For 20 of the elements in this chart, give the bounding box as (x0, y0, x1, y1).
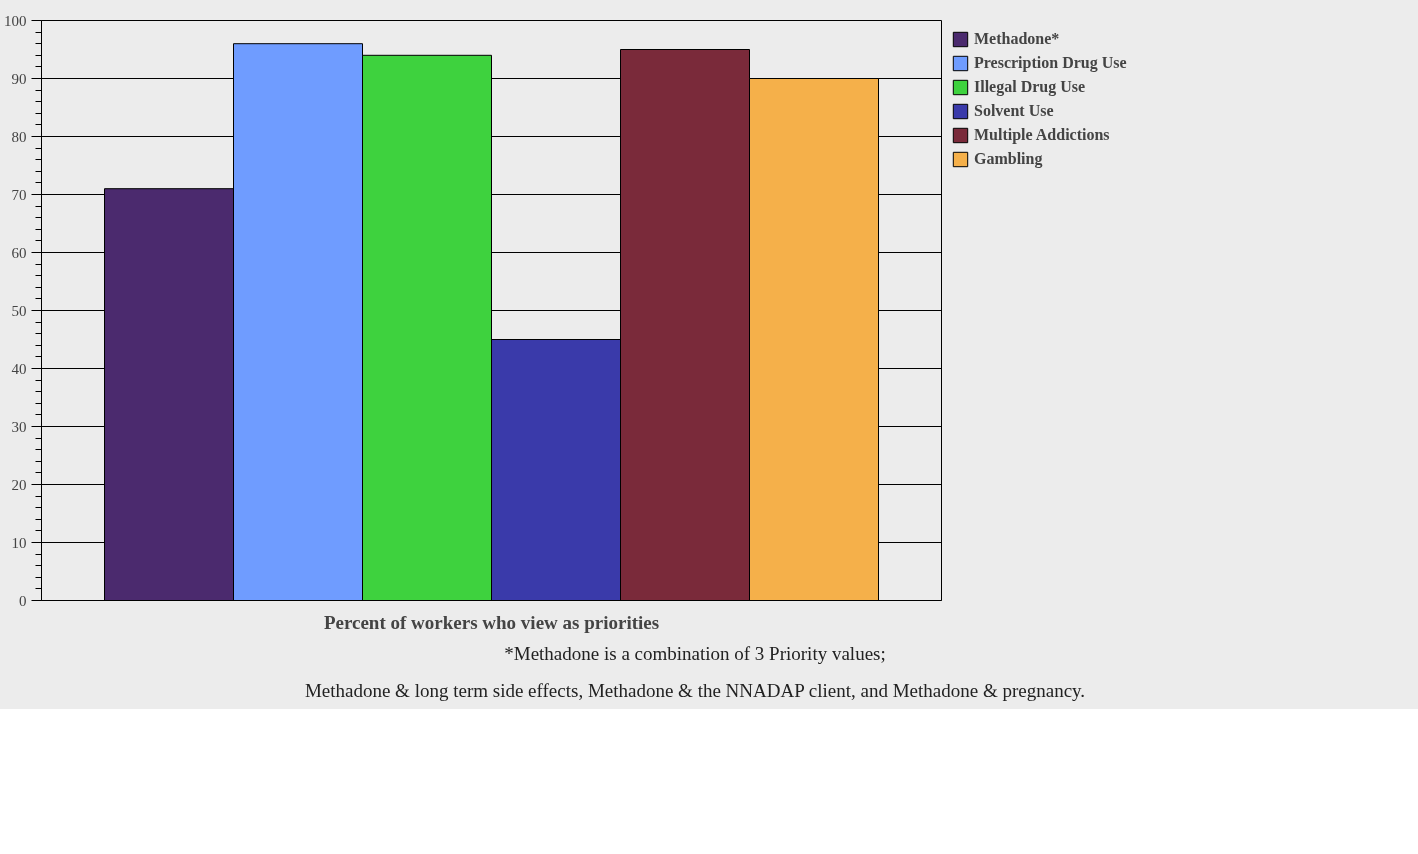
legend-label: Illegal Drug Use (974, 78, 1086, 96)
y-tick-label: 0 (19, 592, 27, 609)
y-tick-label: 50 (11, 302, 27, 319)
y-tick-label: 20 (11, 476, 27, 493)
text: *Methadone is a combination of 3 Priority values; (504, 642, 886, 666)
y-tick-label: 30 (11, 418, 27, 435)
y-tick-label: 100 (4, 12, 27, 29)
y-tick-label: 90 (11, 70, 27, 87)
y-tick-label: 80 (11, 128, 27, 145)
legend-label: Prescription Drug Use (974, 54, 1127, 72)
y-tick-label: 10 (11, 534, 27, 551)
y-tick-label: 60 (11, 244, 27, 261)
legend-label: Methadone* (974, 30, 1060, 48)
legend-label: Multiple Addictions (974, 126, 1110, 144)
legend-label: Solvent Use (974, 102, 1054, 120)
text: Methadone & long term side effects, Methadone & the NNADAP client, and Methadone & pregnancy. (304, 679, 1086, 704)
legend-label: Gambling (974, 150, 1043, 168)
y-tick-label: 70 (11, 186, 27, 203)
x-axis-title: Percent of workers who view as priorities (323, 611, 660, 633)
y-tick-label: 40 (11, 360, 27, 377)
